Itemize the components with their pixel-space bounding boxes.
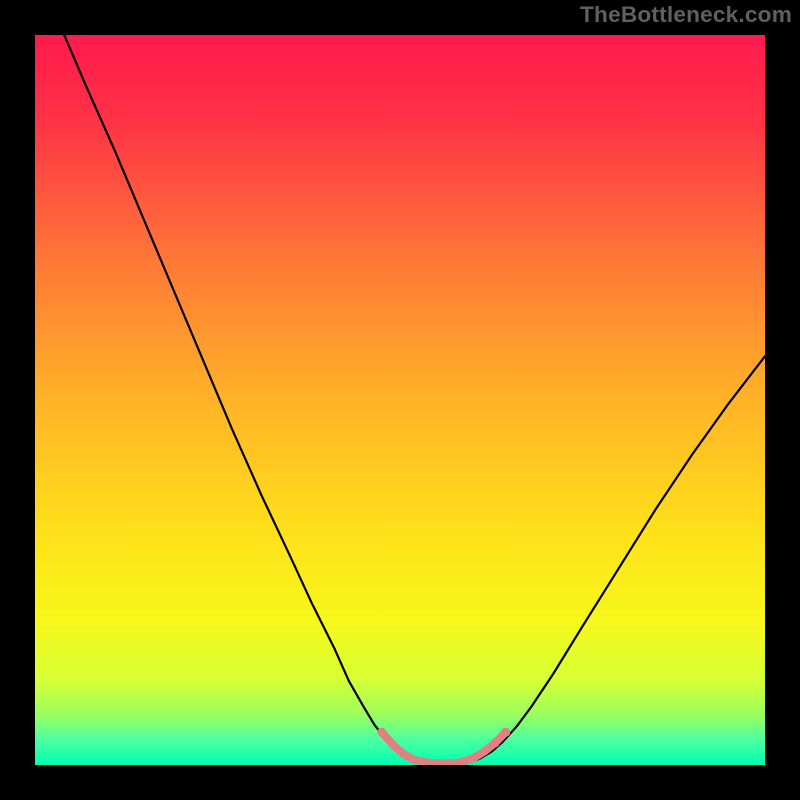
plot-area: [35, 35, 765, 765]
chart-frame: TheBottleneck.com: [0, 0, 800, 800]
threshold-marker-dot: [388, 740, 397, 749]
threshold-marker-dot: [490, 739, 499, 748]
threshold-marker-dot: [377, 728, 386, 737]
bottleneck-curve: [64, 35, 765, 765]
curve-layer: [35, 35, 765, 765]
threshold-marker-dot: [501, 728, 510, 737]
threshold-marker-band: [382, 732, 506, 763]
source-watermark: TheBottleneck.com: [580, 2, 792, 28]
